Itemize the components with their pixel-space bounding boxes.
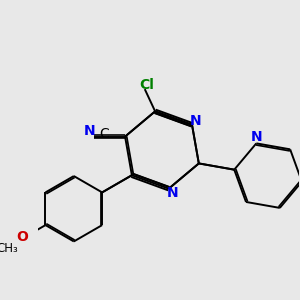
Text: N: N: [83, 124, 95, 138]
Text: C: C: [99, 127, 109, 141]
Text: N: N: [250, 130, 262, 145]
Text: N: N: [190, 114, 202, 128]
Text: Cl: Cl: [139, 78, 154, 92]
Text: N: N: [167, 186, 178, 200]
Text: O: O: [16, 230, 28, 244]
Text: CH₃: CH₃: [0, 242, 18, 255]
